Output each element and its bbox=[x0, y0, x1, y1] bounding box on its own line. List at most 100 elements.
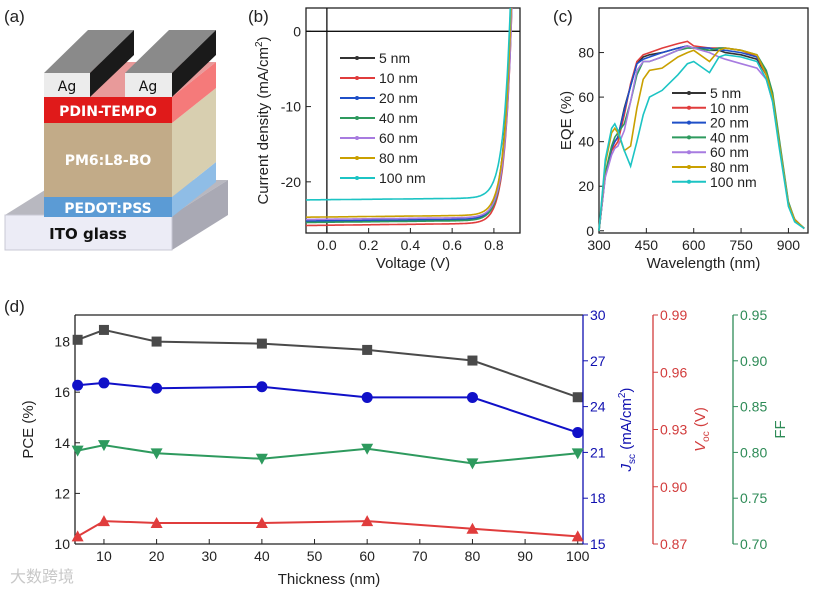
etl-side bbox=[172, 62, 216, 123]
ff-point bbox=[150, 448, 163, 460]
legend-label: 100 nm bbox=[710, 174, 757, 190]
ff-tick-label: 0.75 bbox=[740, 490, 767, 506]
pce-point bbox=[467, 355, 478, 366]
legend-label: 60 nm bbox=[710, 144, 749, 160]
voc-tick-label: 0.93 bbox=[660, 422, 687, 438]
jsc-point bbox=[572, 427, 584, 439]
panel-label: (c) bbox=[553, 7, 573, 26]
ff-point bbox=[571, 448, 584, 460]
substrate-side bbox=[172, 180, 228, 250]
legend-label: 5 nm bbox=[379, 50, 410, 66]
voc-line bbox=[77, 520, 578, 538]
substrate-front bbox=[4, 214, 173, 251]
legend-marker bbox=[687, 91, 691, 95]
pce-tick-label: 10 bbox=[54, 536, 70, 552]
eqe-chart: (c) 300 450 600 750 900 0 20 40 60 80 Wavelength (n… bbox=[553, 7, 809, 272]
voc-point bbox=[255, 517, 268, 529]
legend-marker bbox=[355, 76, 359, 80]
jsc-tick-label: 15 bbox=[590, 536, 606, 552]
jv-series-line bbox=[306, 8, 513, 227]
etl-front bbox=[44, 97, 172, 123]
y-axis-label: EQE (%) bbox=[558, 91, 575, 150]
htl-side bbox=[172, 162, 216, 217]
pce-point bbox=[256, 338, 267, 349]
x-axis-label: Thickness (nm) bbox=[278, 571, 381, 588]
active-side bbox=[172, 88, 216, 197]
pce-point bbox=[572, 392, 583, 403]
eqe-series-line bbox=[598, 40, 805, 231]
legend-label: 100 nm bbox=[379, 170, 426, 186]
x-tick-label: 60 bbox=[359, 548, 375, 564]
ff-tick-label: 0.80 bbox=[740, 444, 767, 460]
ag-right-label: Ag bbox=[139, 79, 157, 95]
x-axis-label: Voltage (V) bbox=[376, 255, 450, 272]
jv-series-line bbox=[306, 8, 512, 201]
ag-right-front bbox=[125, 73, 172, 97]
ff-tick-label: 0.90 bbox=[740, 353, 767, 369]
x-tick-label: 0.8 bbox=[484, 237, 504, 253]
jsc-tick-label: 27 bbox=[590, 353, 606, 369]
voc-tick-label: 0.87 bbox=[660, 536, 687, 552]
eqe-series-line bbox=[598, 47, 805, 231]
ff-axis-label: FF bbox=[772, 420, 789, 438]
htl-front bbox=[44, 197, 172, 217]
jsc-tick-label: 18 bbox=[590, 490, 606, 506]
x-tick-label: 70 bbox=[412, 548, 428, 564]
legend-label: 10 nm bbox=[710, 100, 749, 116]
voc-point bbox=[466, 522, 479, 534]
legend-label: 60 nm bbox=[379, 130, 418, 146]
substrate-label: ITO glass bbox=[49, 225, 127, 243]
ff-point bbox=[466, 458, 479, 470]
x-tick-label: 750 bbox=[729, 237, 753, 253]
jsc-tick-label: 30 bbox=[590, 307, 606, 323]
y-axis-label: Current density (mA/cm2) bbox=[254, 36, 272, 204]
pce-point bbox=[151, 336, 162, 347]
ff-point bbox=[361, 443, 374, 455]
pce-point bbox=[362, 344, 373, 355]
x-tick-label: 90 bbox=[517, 548, 533, 564]
y-tick-label: -10 bbox=[281, 99, 301, 115]
eqe-series-line bbox=[598, 47, 805, 231]
pce-tick-label: 14 bbox=[54, 435, 70, 451]
jsc-point bbox=[72, 379, 84, 391]
ff-point bbox=[97, 440, 110, 452]
jsc-tick-label: 21 bbox=[590, 444, 606, 460]
ff-tick-label: 0.95 bbox=[740, 307, 767, 323]
eqe-series-line bbox=[598, 53, 805, 231]
y-tick-label: 60 bbox=[578, 89, 594, 105]
pce-tick-label: 18 bbox=[54, 334, 70, 350]
legend-marker bbox=[355, 136, 359, 140]
x-tick-label: 40 bbox=[254, 548, 270, 564]
voc-tick-label: 0.90 bbox=[660, 479, 687, 495]
legend-marker bbox=[355, 116, 359, 120]
ff-tick-label: 0.70 bbox=[740, 536, 767, 552]
y-tick-label: 80 bbox=[578, 45, 594, 61]
thickness-chart: (d) 10 20 30 40 50 60 70 80 90 100 Thickness (nm) 10… bbox=[4, 297, 789, 588]
voc-axis-label: Voc (V) bbox=[692, 407, 712, 452]
legend-marker bbox=[355, 96, 359, 100]
legend-label: 40 nm bbox=[379, 110, 418, 126]
legend-marker bbox=[355, 156, 359, 160]
y-tick-label: 0 bbox=[586, 223, 594, 239]
jsc-point bbox=[361, 391, 373, 403]
jv-series-line bbox=[306, 8, 513, 221]
y-tick-label: -20 bbox=[281, 174, 301, 190]
legend-label: 20 nm bbox=[710, 115, 749, 131]
pce-tick-label: 16 bbox=[54, 384, 70, 400]
ff-tick-label: 0.85 bbox=[740, 399, 767, 415]
panel-label: (b) bbox=[248, 7, 269, 26]
jsc-point bbox=[256, 381, 268, 393]
legend-label: 80 nm bbox=[379, 150, 418, 166]
ag-right-top bbox=[125, 30, 216, 73]
jsc-tick-label: 24 bbox=[590, 399, 606, 415]
ag-left-label: Ag bbox=[58, 79, 76, 95]
active-front bbox=[44, 123, 172, 197]
x-axis-label: Wavelength (nm) bbox=[647, 255, 761, 272]
x-tick-label: 900 bbox=[777, 237, 801, 253]
pce-axis-label: PCE (%) bbox=[20, 400, 37, 458]
voc-point bbox=[97, 515, 110, 527]
x-tick-label: 10 bbox=[96, 548, 112, 564]
x-tick-label: 50 bbox=[307, 548, 323, 564]
ff-point bbox=[255, 453, 268, 465]
